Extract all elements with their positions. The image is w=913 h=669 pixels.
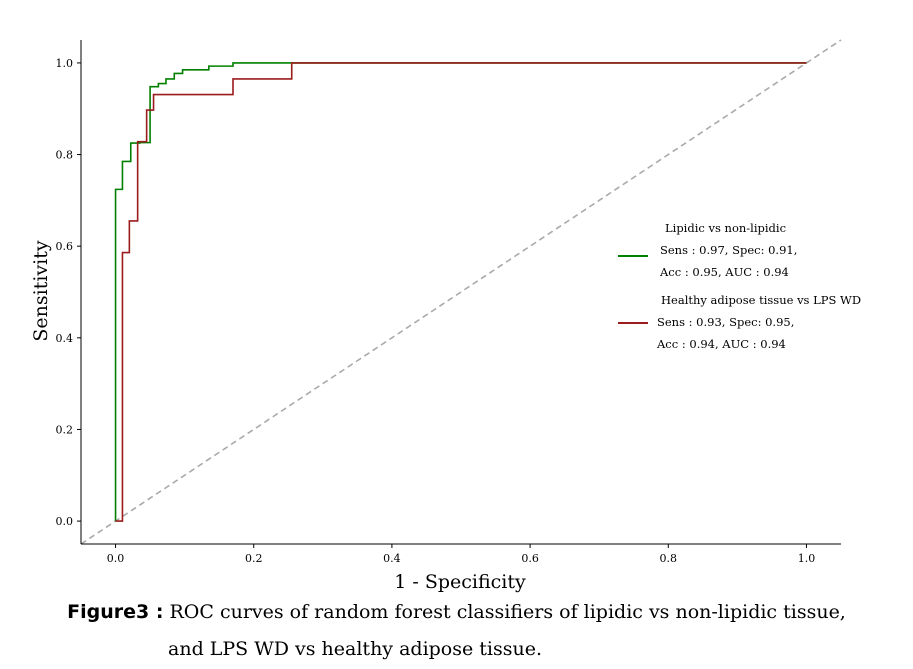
series-line-2 <box>115 62 807 522</box>
x-axis-title: 1 - Specificity <box>394 571 526 593</box>
y-tick-label: 1.0 <box>56 57 74 70</box>
x-tick-label: 0.8 <box>660 552 678 565</box>
y-tick-label: 0.6 <box>56 240 74 253</box>
caption-text-line1: ROC curves of random forest classifiers … <box>169 601 846 623</box>
x-axis-ticks: 0.0 0.2 0.4 0.6 0.8 1.0 <box>107 544 815 565</box>
y-axis-ticks: 0.0 0.2 0.4 0.6 0.8 1.0 <box>56 57 81 528</box>
x-tick-label: 1.0 <box>798 552 816 565</box>
y-tick-label: 0.4 <box>56 332 74 345</box>
legend-detail-1-1: Sens : 0.97, Spec: 0.91, <box>660 243 797 257</box>
figure-caption-line1: Figure3 : ROC curves of random forest cl… <box>0 601 913 623</box>
series-line-1 <box>114 62 807 522</box>
y-tick-label: 0.2 <box>56 423 74 436</box>
x-tick-label: 0.0 <box>107 552 125 565</box>
legend-title-1: Lipidic vs non-lipidic <box>665 221 786 235</box>
x-tick-label: 0.2 <box>245 552 263 565</box>
y-axis-title: Sensitivity <box>30 240 52 341</box>
plot-area <box>80 39 842 545</box>
roc-chart: 0.0 0.2 0.4 0.6 0.8 1.0 0.0 0.2 0.4 0.6 0.8 1.0 1 … <box>30 39 861 593</box>
legend-detail-2-1: Sens : 0.93, Spec: 0.95, <box>657 315 794 329</box>
legend-detail-1-2: Acc : 0.95, AUC : 0.94 <box>659 265 789 279</box>
x-tick-label: 0.4 <box>383 552 401 565</box>
legend: Lipidic vs non-lipidic Sens : 0.97, Spec:… <box>618 221 861 351</box>
figure-caption-line2: and LPS WD vs healthy adipose tissue. <box>168 638 543 660</box>
x-tick-label: 0.6 <box>521 552 539 565</box>
y-tick-label: 0.8 <box>56 149 74 162</box>
y-tick-label: 0.0 <box>56 515 74 528</box>
legend-title-2: Healthy adipose tissue vs LPS WD <box>661 293 861 307</box>
reference-diagonal-line <box>80 39 842 545</box>
figure-label: Figure3 : <box>67 601 164 623</box>
legend-detail-2-2: Acc : 0.94, AUC : 0.94 <box>656 337 786 351</box>
